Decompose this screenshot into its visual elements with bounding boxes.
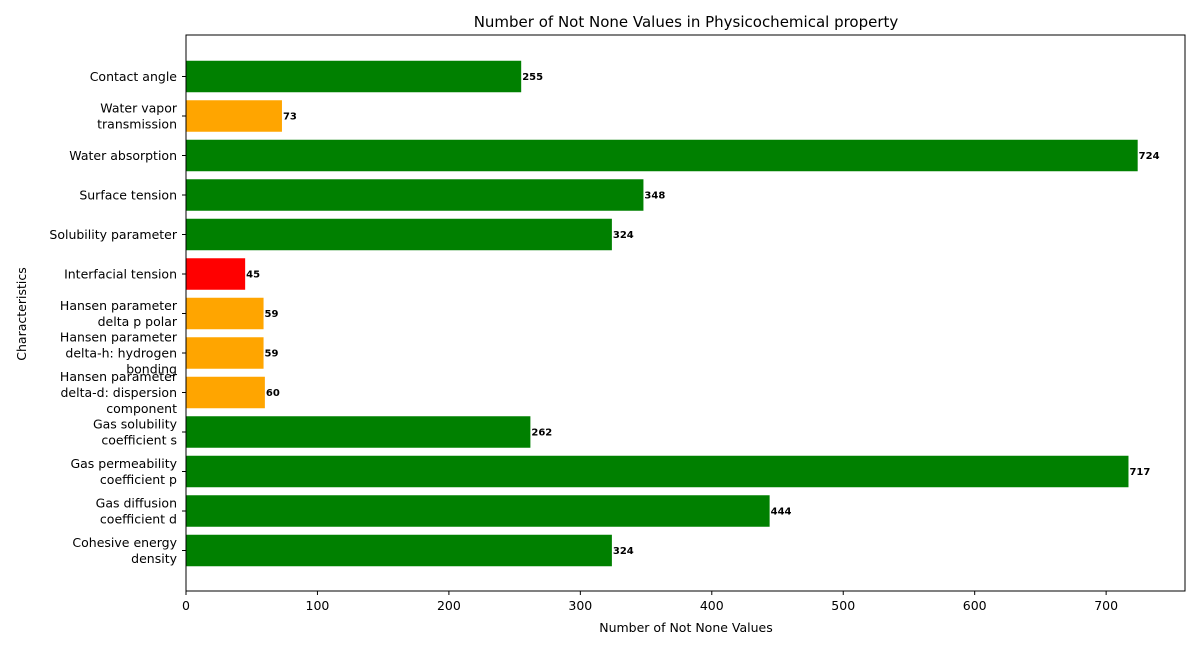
y-tick-label: Hansen parameter delta-h: hydrogen bonding [60, 330, 178, 377]
bar [186, 376, 265, 409]
bar-value-label: 262 [531, 428, 552, 439]
bar-value-label: 724 [1139, 151, 1160, 162]
bar-value-label: 324 [613, 546, 634, 557]
bar [186, 139, 1138, 172]
x-axis-ticks: 0 100 200 300 400 500 600 700 [182, 591, 1118, 613]
bar-value-label: 73 [283, 112, 297, 123]
bars-group [186, 60, 1138, 567]
bar [186, 297, 264, 330]
value-labels-group: 255 73 724 348 324 45 59 59 60 262 717 444 324 [246, 72, 1159, 557]
y-tick-label: Solubility parameter [49, 227, 177, 242]
y-tick-label: Gas diffusion coefficient d [96, 496, 177, 527]
bar [186, 534, 612, 567]
bar-value-label: 59 [265, 309, 279, 320]
bar [186, 179, 644, 211]
bar-value-label: 45 [246, 270, 260, 281]
bar [186, 495, 770, 527]
x-tick-label: 100 [306, 598, 330, 613]
y-tick-label: Interfacial tension [64, 267, 177, 282]
x-tick-label: 700 [1094, 598, 1118, 613]
bar [186, 455, 1129, 488]
bar-value-label: 717 [1129, 467, 1150, 478]
plot-frame [185, 34, 1186, 592]
y-tick-label: Contact angle [90, 69, 178, 84]
x-tick-label: 0 [182, 598, 190, 613]
y-axis-label: Characteristics [14, 267, 29, 360]
y-axis-ticks: Contact angle Water vapor transmission Wate… [49, 69, 186, 566]
bar [186, 337, 264, 369]
x-tick-label: 200 [437, 598, 461, 613]
y-tick-label: Surface tension [79, 188, 177, 203]
bar [186, 100, 282, 132]
y-tick-label: Hansen parameter delta-d: dispersion compo… [60, 369, 178, 416]
y-tick-label: Water vapor transmission [97, 101, 178, 132]
bar [186, 60, 522, 93]
bar-value-label: 324 [613, 230, 634, 241]
bar-value-label: 59 [265, 349, 279, 360]
bar [186, 258, 246, 290]
x-tick-label: 600 [963, 598, 987, 613]
y-tick-label: Hansen parameter delta p polar [60, 298, 178, 329]
chart-title: Number of Not None Values in Physicochem… [474, 13, 899, 31]
y-tick-label: Cohesive energy density [72, 535, 177, 566]
y-tick-label: Water absorption [69, 148, 177, 163]
x-tick-label: 500 [831, 598, 855, 613]
bar-value-label: 348 [644, 191, 665, 202]
x-axis-label: Number of Not None Values [599, 620, 773, 635]
bar-value-label: 444 [771, 507, 792, 518]
y-tick-label: Gas permeability coefficient p [70, 456, 177, 487]
bar [186, 416, 531, 448]
bar-value-label: 60 [266, 388, 280, 399]
bar-value-label: 255 [522, 72, 543, 83]
y-tick-label: Gas solubility coefficient s [93, 417, 178, 448]
x-tick-label: 300 [568, 598, 592, 613]
bar [186, 218, 612, 251]
x-tick-label: 400 [700, 598, 724, 613]
